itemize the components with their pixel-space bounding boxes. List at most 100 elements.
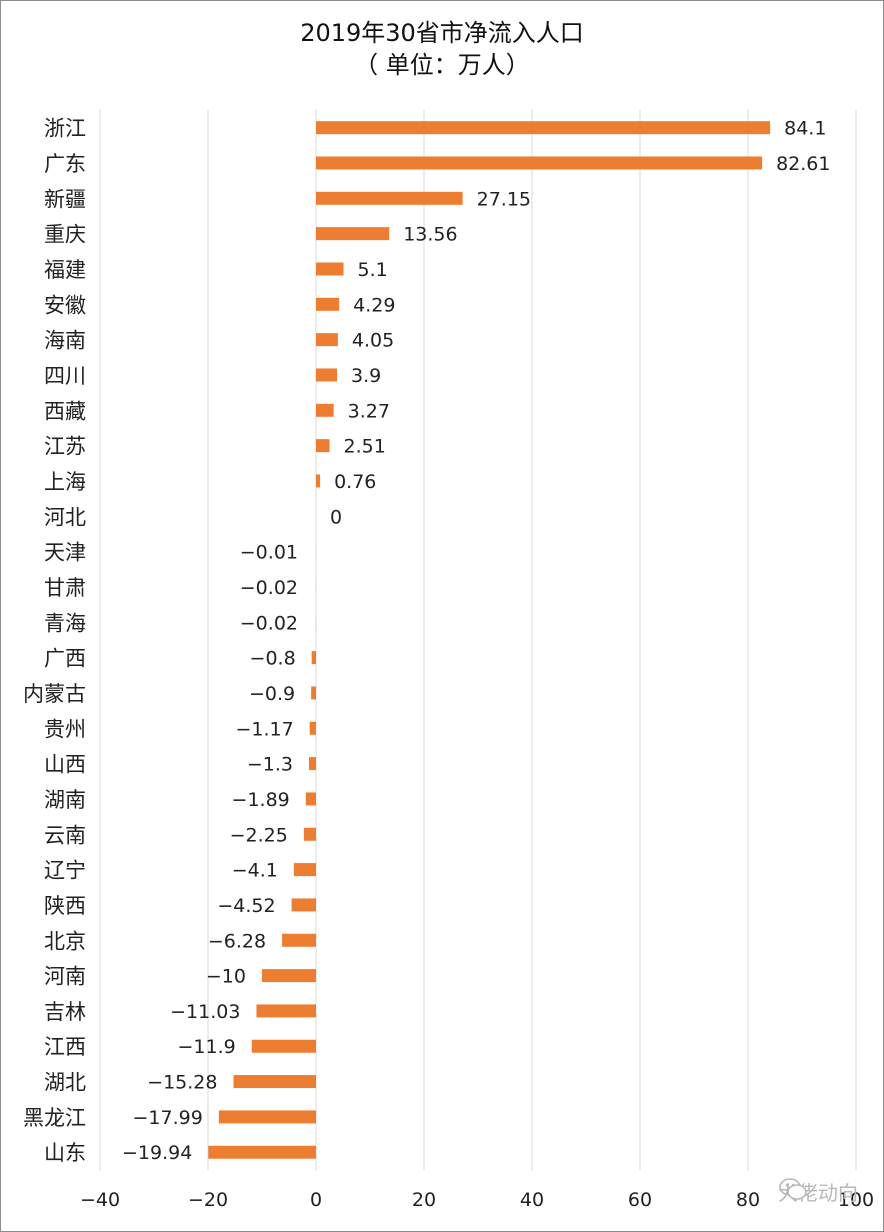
data-label: 2.51 [344,436,386,458]
data-label: −4.1 [232,860,278,882]
data-label: 84.1 [784,118,826,140]
data-label: −0.01 [240,542,298,564]
data-label: 3.27 [348,400,390,422]
category-label: 甘肃 [44,576,86,600]
category-label: 广东 [44,152,86,176]
bar [233,1075,316,1089]
bar [316,439,330,453]
data-label: −2.25 [230,824,288,846]
data-label: −17.99 [133,1107,203,1129]
category-label: 海南 [44,329,86,353]
bar [316,156,763,170]
x-tick-label: −20 [188,1189,228,1211]
data-label: −1.89 [232,789,290,811]
data-label: −6.28 [208,930,266,952]
bar [316,121,771,135]
bar [293,863,316,877]
x-tick-label: 0 [310,1189,322,1211]
data-label: −0.02 [240,577,298,599]
category-label: 安徽 [44,293,86,317]
data-label: −10 [206,966,246,988]
data-label: −11.03 [170,1001,240,1023]
category-label: 江西 [44,1035,86,1059]
data-label: −1.17 [235,718,293,740]
category-label: 湖北 [44,1071,86,1095]
category-label: 福建 [44,258,86,282]
category-label: 辽宁 [44,859,86,883]
category-label: 内蒙古 [23,682,86,706]
data-label: 0 [330,506,342,528]
bar [208,1145,316,1159]
bar [303,827,316,841]
bar [256,1004,316,1018]
bar [308,757,316,771]
bar [251,1039,316,1053]
data-label: −19.94 [122,1142,192,1164]
category-label: 四川 [44,364,86,388]
data-label: 13.56 [403,224,457,246]
bar [316,191,463,205]
category-label: 河北 [44,505,86,529]
data-label: 82.61 [776,153,830,175]
category-label: 上海 [44,470,86,494]
category-label: 山西 [44,753,86,777]
category-label: 西藏 [44,399,86,423]
bar [316,262,344,276]
x-tick-label: −40 [80,1189,120,1211]
bar [316,474,321,488]
bar [311,651,316,665]
category-label: 山东 [44,1141,86,1165]
chart-title-line2: （ 单位：万人） [354,51,530,79]
bar [316,227,390,241]
category-label: 贵州 [44,717,86,741]
data-label: −4.52 [217,895,275,917]
data-label: 4.05 [352,330,394,352]
category-label: 浙江 [44,117,86,141]
data-label: −0.02 [240,612,298,634]
wechat-icon [779,1178,807,1200]
bar [309,721,316,735]
category-label: 青海 [44,611,86,635]
watermark: 大佬动向 [778,1177,858,1206]
data-label: −0.9 [249,683,295,705]
category-label: 吉林 [44,1000,86,1024]
data-label: 3.9 [351,365,381,387]
category-label: 广西 [44,647,86,671]
data-label: 0.76 [334,471,376,493]
bar [316,297,340,311]
data-label: −1.3 [247,754,293,776]
data-label: −15.28 [147,1072,217,1094]
data-label: 5.1 [358,259,388,281]
category-label: 天津 [44,541,86,565]
chart-title-line1: 2019年30省市净流入人口 [300,19,584,47]
bar [316,368,338,382]
bar [311,686,316,700]
bar [305,792,316,806]
bar [282,933,316,947]
category-label: 湖南 [44,788,86,812]
data-label: −0.8 [250,648,296,670]
bar [316,403,334,417]
x-tick-label: 80 [736,1189,760,1211]
x-tick-label: 20 [412,1189,436,1211]
data-label: 27.15 [477,188,531,210]
x-tick-label: 60 [628,1189,652,1211]
x-tick-label: 40 [520,1189,544,1211]
category-label: 陕西 [44,894,86,918]
category-label: 黑龙江 [23,1106,86,1130]
bar [316,333,338,347]
bar [262,969,316,983]
category-label: 河南 [44,965,86,989]
category-label: 重庆 [44,223,86,247]
category-label: 新疆 [44,187,86,211]
bar [218,1110,316,1124]
category-label: 北京 [44,929,86,953]
data-label: −11.9 [178,1036,236,1058]
x-tick-label: 100 [838,1189,874,1211]
category-label: 江苏 [44,435,86,459]
category-label: 云南 [44,823,86,847]
bar [291,898,316,912]
data-label: 4.29 [353,294,395,316]
